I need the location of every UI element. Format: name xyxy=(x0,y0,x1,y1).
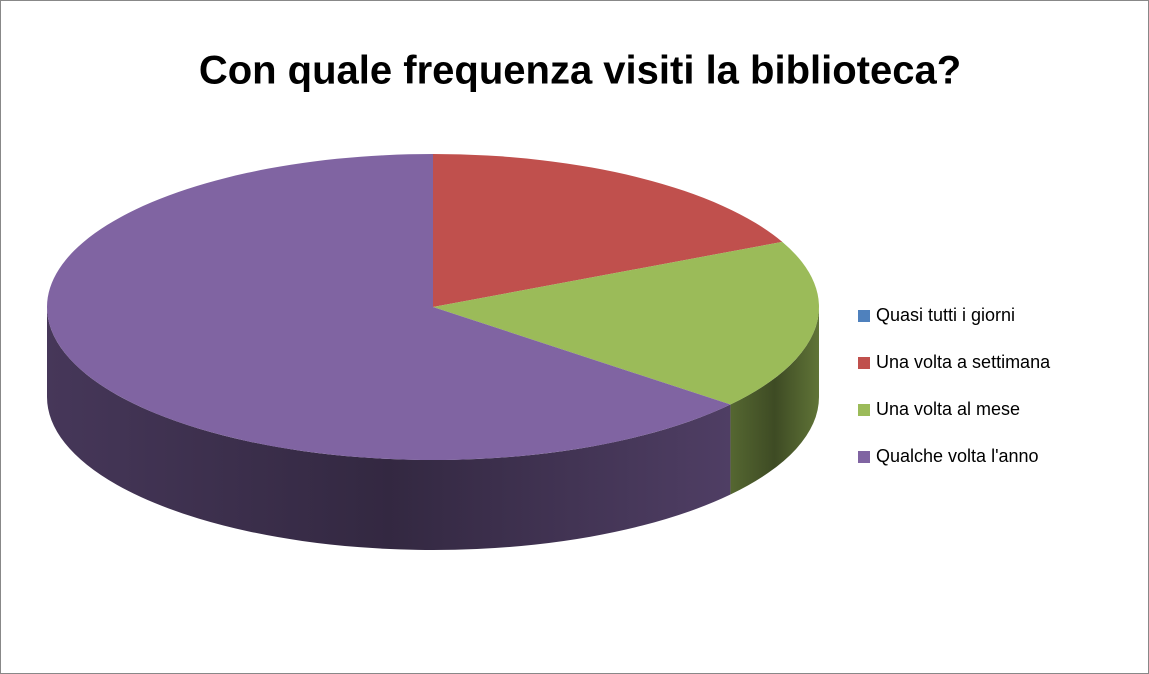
legend-swatch xyxy=(858,404,870,416)
legend-label: Qualche volta l'anno xyxy=(876,446,1039,466)
legend-swatch xyxy=(858,451,870,463)
chart-title: Con quale frequenza visiti la biblioteca… xyxy=(199,49,961,93)
legend-label: Quasi tutti i giorni xyxy=(876,305,1015,325)
legend-swatch xyxy=(858,310,870,322)
pie-slice xyxy=(433,241,819,405)
slice-side xyxy=(730,307,819,495)
legend-swatch xyxy=(858,357,870,369)
slice-side xyxy=(46,307,731,550)
pie-slice xyxy=(433,154,783,307)
legend-label: Una volta a settimana xyxy=(876,352,1051,372)
pie-slice xyxy=(46,154,731,461)
legend-label: Una volta al mese xyxy=(876,399,1020,419)
